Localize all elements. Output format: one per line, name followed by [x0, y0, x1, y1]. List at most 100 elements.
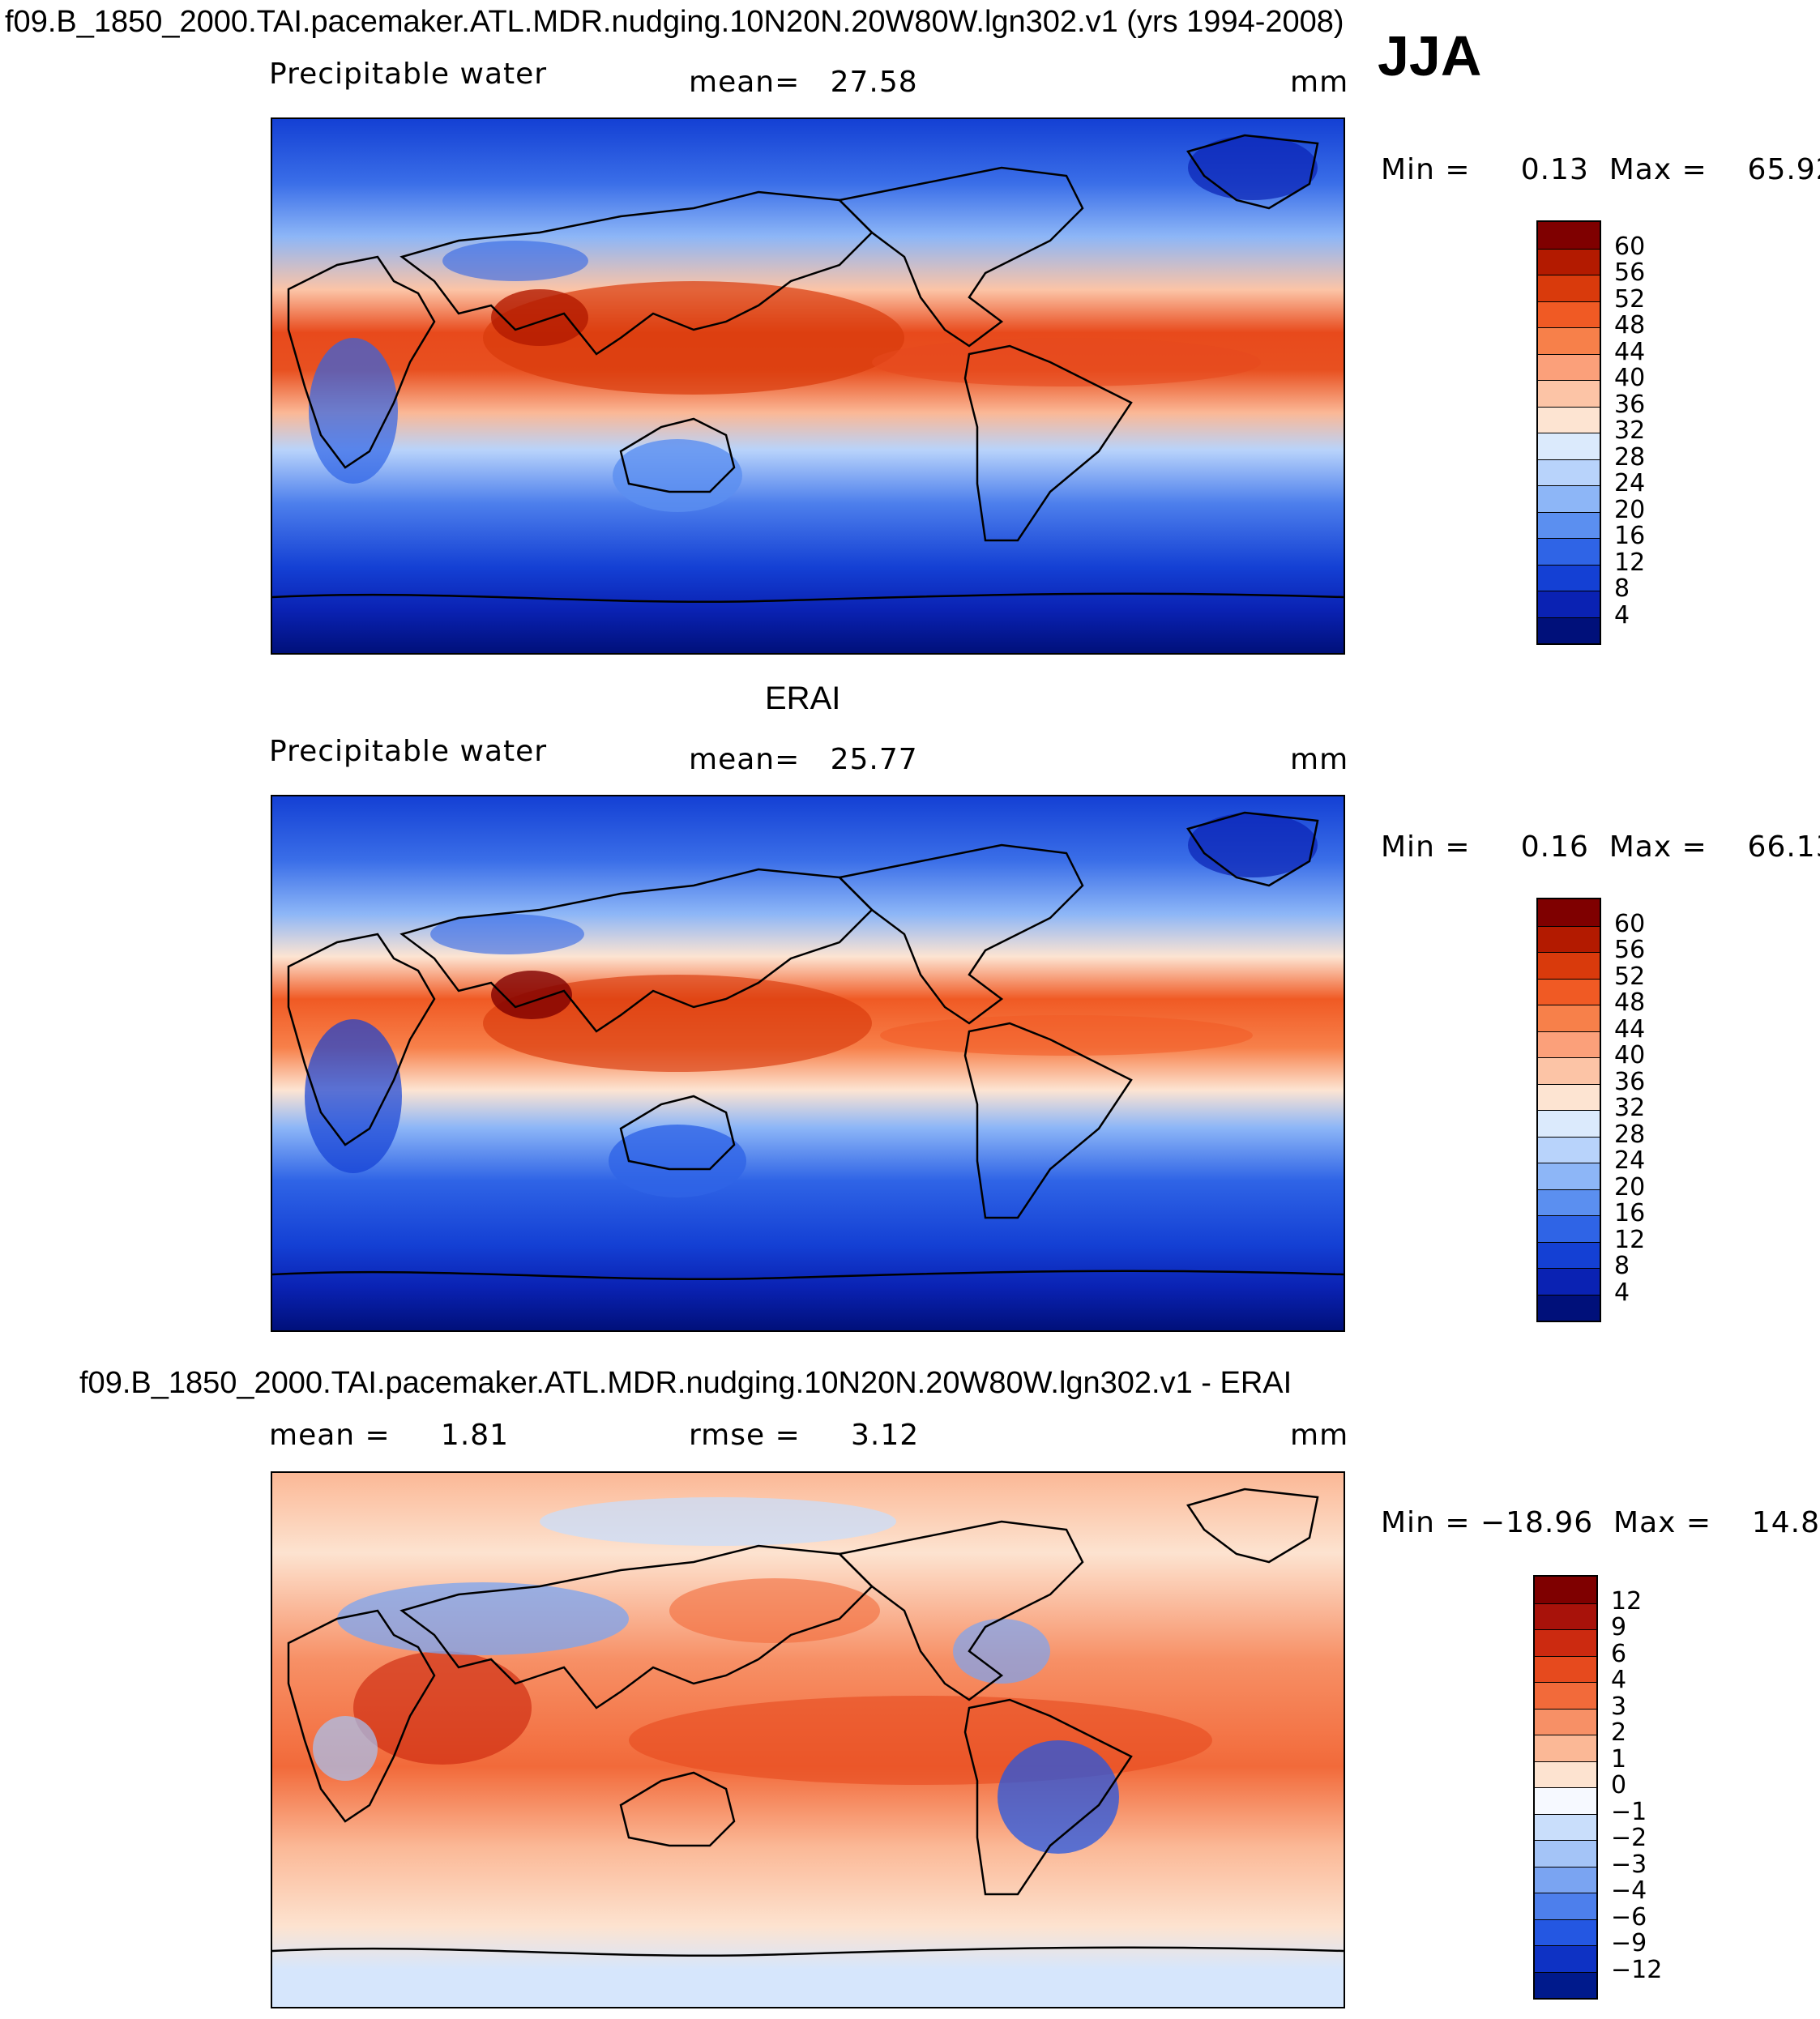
panel-2-colorbar-cell	[1538, 1110, 1600, 1137]
panel-1-monsoon-core	[491, 289, 588, 346]
panel-3-units-label: mm	[1290, 1419, 1349, 1452]
panel-3-colorbar-tick-label: 6	[1611, 1639, 1627, 1668]
panel-3-amazon-negative	[998, 1740, 1119, 1854]
panel-2-colorbar-cell	[1538, 1005, 1600, 1031]
panel-3-colorbar	[1533, 1575, 1598, 2000]
panel-2-units-label: mm	[1290, 743, 1349, 776]
panel-3-colorbar-cell	[1535, 1655, 1596, 1682]
panel-2-warm-pool	[483, 975, 872, 1072]
panel-1-colorbar-cell	[1538, 353, 1600, 380]
panel-2-colorbar-tick-label: 52	[1614, 962, 1646, 991]
panel-2-colorbar-tick-label: 36	[1614, 1067, 1646, 1096]
panel-2-heading: ERAI	[765, 681, 841, 716]
panel-1-colorbar-tick-label: 48	[1614, 311, 1646, 339]
panel-3-colorbar-cell	[1535, 1761, 1596, 1787]
panel-1-colorbar-tick-label: 12	[1614, 548, 1646, 577]
panel-1-colorbar-tick-label: 28	[1614, 442, 1646, 472]
panel-2-monsoon-core	[491, 971, 572, 1019]
panel-1-colorbar	[1536, 220, 1601, 645]
panel-1-colorbar-cell	[1538, 485, 1600, 512]
panel-1-tibet-dry	[442, 241, 588, 281]
panel-1-background-field	[272, 119, 1344, 653]
panel-1-variable-label: Precipitable water	[269, 58, 548, 91]
panel-2-colorbar-tick-label: 28	[1614, 1120, 1646, 1149]
panel-2-colorbar-cell	[1538, 1189, 1600, 1215]
panel-3-colorbar-cell	[1535, 1577, 1596, 1603]
panel-1-map	[271, 117, 1345, 655]
panel-1-colorbar-tick-label: 20	[1614, 495, 1646, 524]
panel-2-colorbar-cell	[1538, 1136, 1600, 1163]
panel-3-colorbar-tick-label: −12	[1611, 1955, 1663, 1984]
panel-2-itcz	[880, 1015, 1253, 1056]
panel-2-colorbar	[1536, 898, 1601, 1322]
panel-2-colorbar-tick-label: 48	[1614, 988, 1646, 1017]
panel-3-colorbar-cell	[1535, 1735, 1596, 1761]
panel-3-colorbar-tick-label: 4	[1611, 1666, 1627, 1694]
panel-1-units-label: mm	[1290, 66, 1349, 99]
panel-3-colorbar-tick-label: 12	[1611, 1586, 1643, 1616]
panel-2-colorbar-tick-label: 8	[1614, 1252, 1630, 1280]
panel-1-colorbar-tick-label: 16	[1614, 522, 1646, 550]
panel-1-colorbar-tick-label: 60	[1614, 232, 1646, 261]
panel-2-mean-label: mean= 25.77	[689, 743, 918, 776]
panel-2-colorbar-cell	[1538, 899, 1600, 926]
panel-1-colorbar-cell	[1538, 591, 1600, 617]
panel-3-colorbar-tick-label: −3	[1611, 1850, 1647, 1879]
panel-1-colorbar-cell	[1538, 380, 1600, 407]
panel-1-colorbar-cell	[1538, 538, 1600, 565]
panel-2-colorbar-tick-label: 56	[1614, 936, 1646, 964]
panel-1-mean-label: mean= 27.58	[689, 66, 918, 99]
panel-2-colorbar-cell	[1538, 1268, 1600, 1295]
panel-2-colorbar-cell	[1538, 1083, 1600, 1110]
panel-3-colorbar-cell	[1535, 1629, 1596, 1656]
panel-1-colorbar-cell	[1538, 327, 1600, 354]
panel-3-colorbar-tick-label: 1	[1611, 1744, 1627, 1774]
panel-3-colorbar-cell	[1535, 1919, 1596, 1945]
panel-1-warm-pool	[483, 281, 904, 395]
panel-2-colorbar-tick-label: 40	[1614, 1041, 1646, 1069]
panel-1-colorbar-tick-label: 52	[1614, 284, 1646, 314]
panel-2-australia-dry	[609, 1125, 746, 1197]
panel-1-coastlines	[272, 134, 1344, 604]
figure-title: f09.B_1850_2000.TAI.pacemaker.ATL.MDR.nu…	[5, 5, 1344, 39]
panel-2-field-svg	[272, 796, 1344, 1330]
panel-1-colorbar-cell	[1538, 248, 1600, 275]
panel-2-coastlines	[272, 811, 1344, 1281]
panel-1-colorbar-tick-label: 24	[1614, 469, 1646, 497]
panel-3-colorbar-cell	[1535, 1866, 1596, 1893]
panel-2-colorbar-cell	[1538, 925, 1600, 952]
panel-3-colorbar-cell	[1535, 1813, 1596, 1840]
panel-3-arctic-negative	[540, 1497, 896, 1546]
panel-3-mean-label: mean = 1.81	[269, 1419, 510, 1452]
panel-2-colorbar-cell	[1538, 952, 1600, 979]
panel-3-colorbar-tick-label: 0	[1611, 1771, 1627, 1799]
panel-3-colorbar-cell	[1535, 1603, 1596, 1629]
panel-2-greenland-dry	[1188, 813, 1318, 877]
panel-1-colorbar-tick-label: 40	[1614, 364, 1646, 392]
panel-1-colorbar-cell	[1538, 222, 1600, 249]
panel-3-colorbar-cell	[1535, 1945, 1596, 1972]
panel-2-variable-label: Precipitable water	[269, 735, 548, 768]
panel-3-colorbar-cell	[1535, 1787, 1596, 1814]
panel-3-colorbar-tick-label: 9	[1611, 1613, 1627, 1641]
panel-3-colorbar-tick-label: −1	[1611, 1797, 1647, 1826]
panel-1-colorbar-cell	[1538, 459, 1600, 485]
panel-3-colorbar-cell	[1535, 1840, 1596, 1867]
panel-1-australia-dry	[613, 439, 742, 512]
panel-1-colorbar-cell	[1538, 301, 1600, 327]
panel-2-colorbar-cell	[1538, 1163, 1600, 1189]
panel-1-greenland-dry	[1188, 135, 1318, 200]
panel-3-minmax: Min = −18.96 Max = 14.82	[1381, 1506, 1820, 1539]
panel-1-colorbar-tick-label: 44	[1614, 337, 1646, 366]
panel-3-eurasia-negative	[337, 1582, 629, 1655]
panel-2-colorbar-cell	[1538, 1294, 1600, 1321]
panel-3-colorbar-cell	[1535, 1893, 1596, 1919]
panel-3-nw-pacific-positive	[669, 1578, 880, 1643]
season-label: JJA	[1378, 24, 1482, 88]
panel-3-colorbar-cell	[1535, 1682, 1596, 1709]
panel-2-colorbar-tick-label: 4	[1614, 1278, 1630, 1307]
panel-1-colorbar-tick-label: 56	[1614, 258, 1646, 287]
panel-3-map	[271, 1471, 1345, 2008]
panel-1-colorbar-tick-label: 4	[1614, 600, 1630, 630]
panel-1-colorbar-cell	[1538, 617, 1600, 643]
